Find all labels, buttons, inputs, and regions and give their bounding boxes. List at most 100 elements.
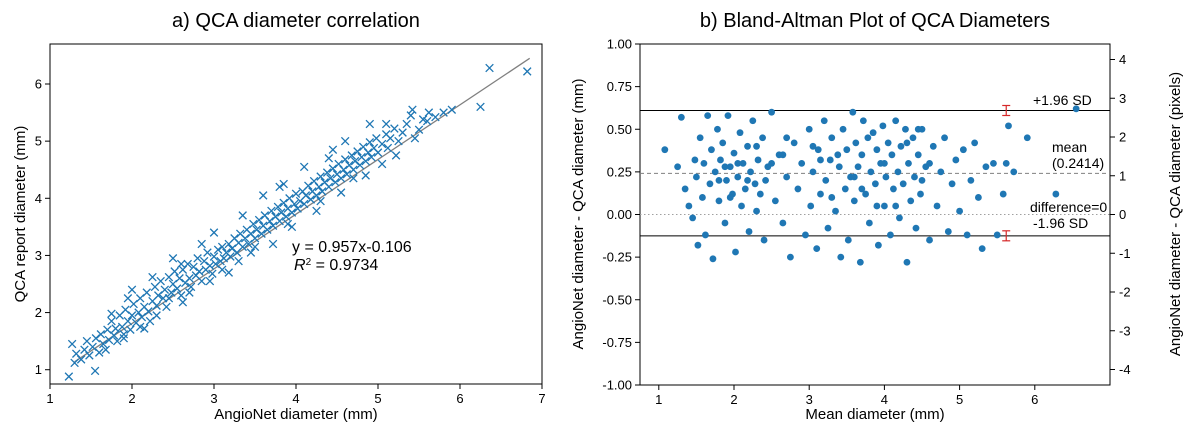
data-point-dot [768,159,775,167]
data-point-dot [975,194,982,201]
data-point-dot [890,185,897,193]
left-y-tick-label: 6 [35,77,42,92]
data-point-x-marker [279,198,288,208]
data-point-dot [809,142,817,150]
data-point-dot [834,151,842,159]
data-point-dot [854,163,862,171]
data-point-x-marker [144,307,153,316]
data-point-x-marker [485,63,494,73]
data-point-x-marker [439,108,448,117]
data-point-x-marker [365,138,375,147]
data-point-dot [999,190,1007,198]
data-point-dot [741,185,749,193]
data-point-dot [1072,105,1080,113]
data-point-x-marker [226,252,235,261]
data-point-x-marker [390,124,399,133]
data-point-dot [956,207,963,215]
data-point-x-marker [275,182,284,192]
data-point-dot [914,125,922,133]
left-y-tick-label: 1 [35,362,42,377]
data-point-x-marker [64,372,74,381]
data-point-dot [809,168,817,176]
data-point-x-marker [281,212,291,221]
data-point-dot [897,142,905,150]
data-point-x-marker [127,311,137,320]
data-point-dot [699,194,706,201]
data-point-dot [917,190,924,198]
data-point-x-marker [373,148,383,157]
data-point-dot [881,202,888,210]
lower-limit-label: -1.96 SD [1033,215,1088,231]
data-point-x-marker [476,102,485,112]
data-point-x-marker [383,143,393,153]
data-point-x-marker [386,134,395,143]
left-x-tick-label: 6 [456,391,463,406]
data-point-dot [944,228,952,235]
data-point-dot [865,219,873,227]
data-point-dot [914,151,922,159]
data-point-dot [887,231,894,239]
data-point-x-marker [331,178,340,187]
data-point-x-marker [208,269,217,278]
data-point-x-marker [522,67,532,76]
data-point-dot [869,129,877,137]
data-point-dot [967,177,975,184]
data-point-x-marker [240,234,250,243]
left-x-tick-label: 4 [292,391,299,406]
data-point-x-marker [314,182,324,192]
upper-limit-label: +1.96 SD [1033,92,1092,108]
data-point-dot [771,197,779,205]
data-point-x-marker [205,276,215,286]
right-y-tick-label: -0.25 [602,250,632,265]
data-point-x-marker [170,267,179,276]
right-y-tick-label: 0.75 [607,79,632,94]
data-point-x-marker [355,160,365,170]
data-point-dot [759,134,766,142]
data-point-x-marker [408,105,417,114]
data-point-x-marker [224,268,234,277]
correlation-chart: a) QCA diameter correlation 1 2 3 4 5 6 7 1 2 3 4… [12,10,546,423]
right-x-tick-label: 6 [1031,392,1038,407]
data-point-x-marker [342,170,352,179]
data-point-dot [717,156,724,164]
data-point-dot [732,248,739,256]
data-point-x-marker [287,222,297,232]
data-point-dot [926,236,933,244]
data-point-dot [952,156,960,164]
data-point-dot [721,219,729,227]
left-y-tick-label: 3 [35,248,42,263]
data-point-x-marker [205,261,215,270]
data-point-x-marker [353,147,362,156]
data-point-dot [963,231,971,239]
right-y2-tick-label: -2 [1119,285,1131,300]
data-point-dot [850,173,858,181]
data-point-x-marker [109,331,119,340]
data-point-dot [760,236,768,244]
data-point-dot [905,159,912,167]
right-y-tick-label: 0.50 [607,122,632,137]
left-y-tick-label: 2 [35,305,42,320]
data-point-x-marker [96,330,106,339]
data-point-dot [826,156,834,164]
data-point-dot [909,134,917,142]
data-point-x-marker [197,276,206,286]
right-y-tick-label: 0.00 [607,207,632,222]
data-point-x-marker [142,288,152,297]
data-point-x-marker [349,174,358,183]
data-point-dot [858,185,866,193]
data-point-x-marker [336,188,346,197]
right-y-tick-label: -0.75 [602,335,632,350]
data-point-x-marker [199,256,209,266]
data-point-x-marker [250,234,260,243]
data-point-dot [719,139,727,147]
data-point-dot [689,214,697,222]
data-point-dot [794,185,802,193]
data-point-dot [779,219,787,227]
data-point-dot [959,146,967,154]
data-point-dot [948,180,956,188]
data-point-dot [681,185,689,193]
data-point-dot [902,125,909,133]
left-chart-title: a) QCA diameter correlation [172,10,420,32]
data-point-dot [911,173,918,181]
